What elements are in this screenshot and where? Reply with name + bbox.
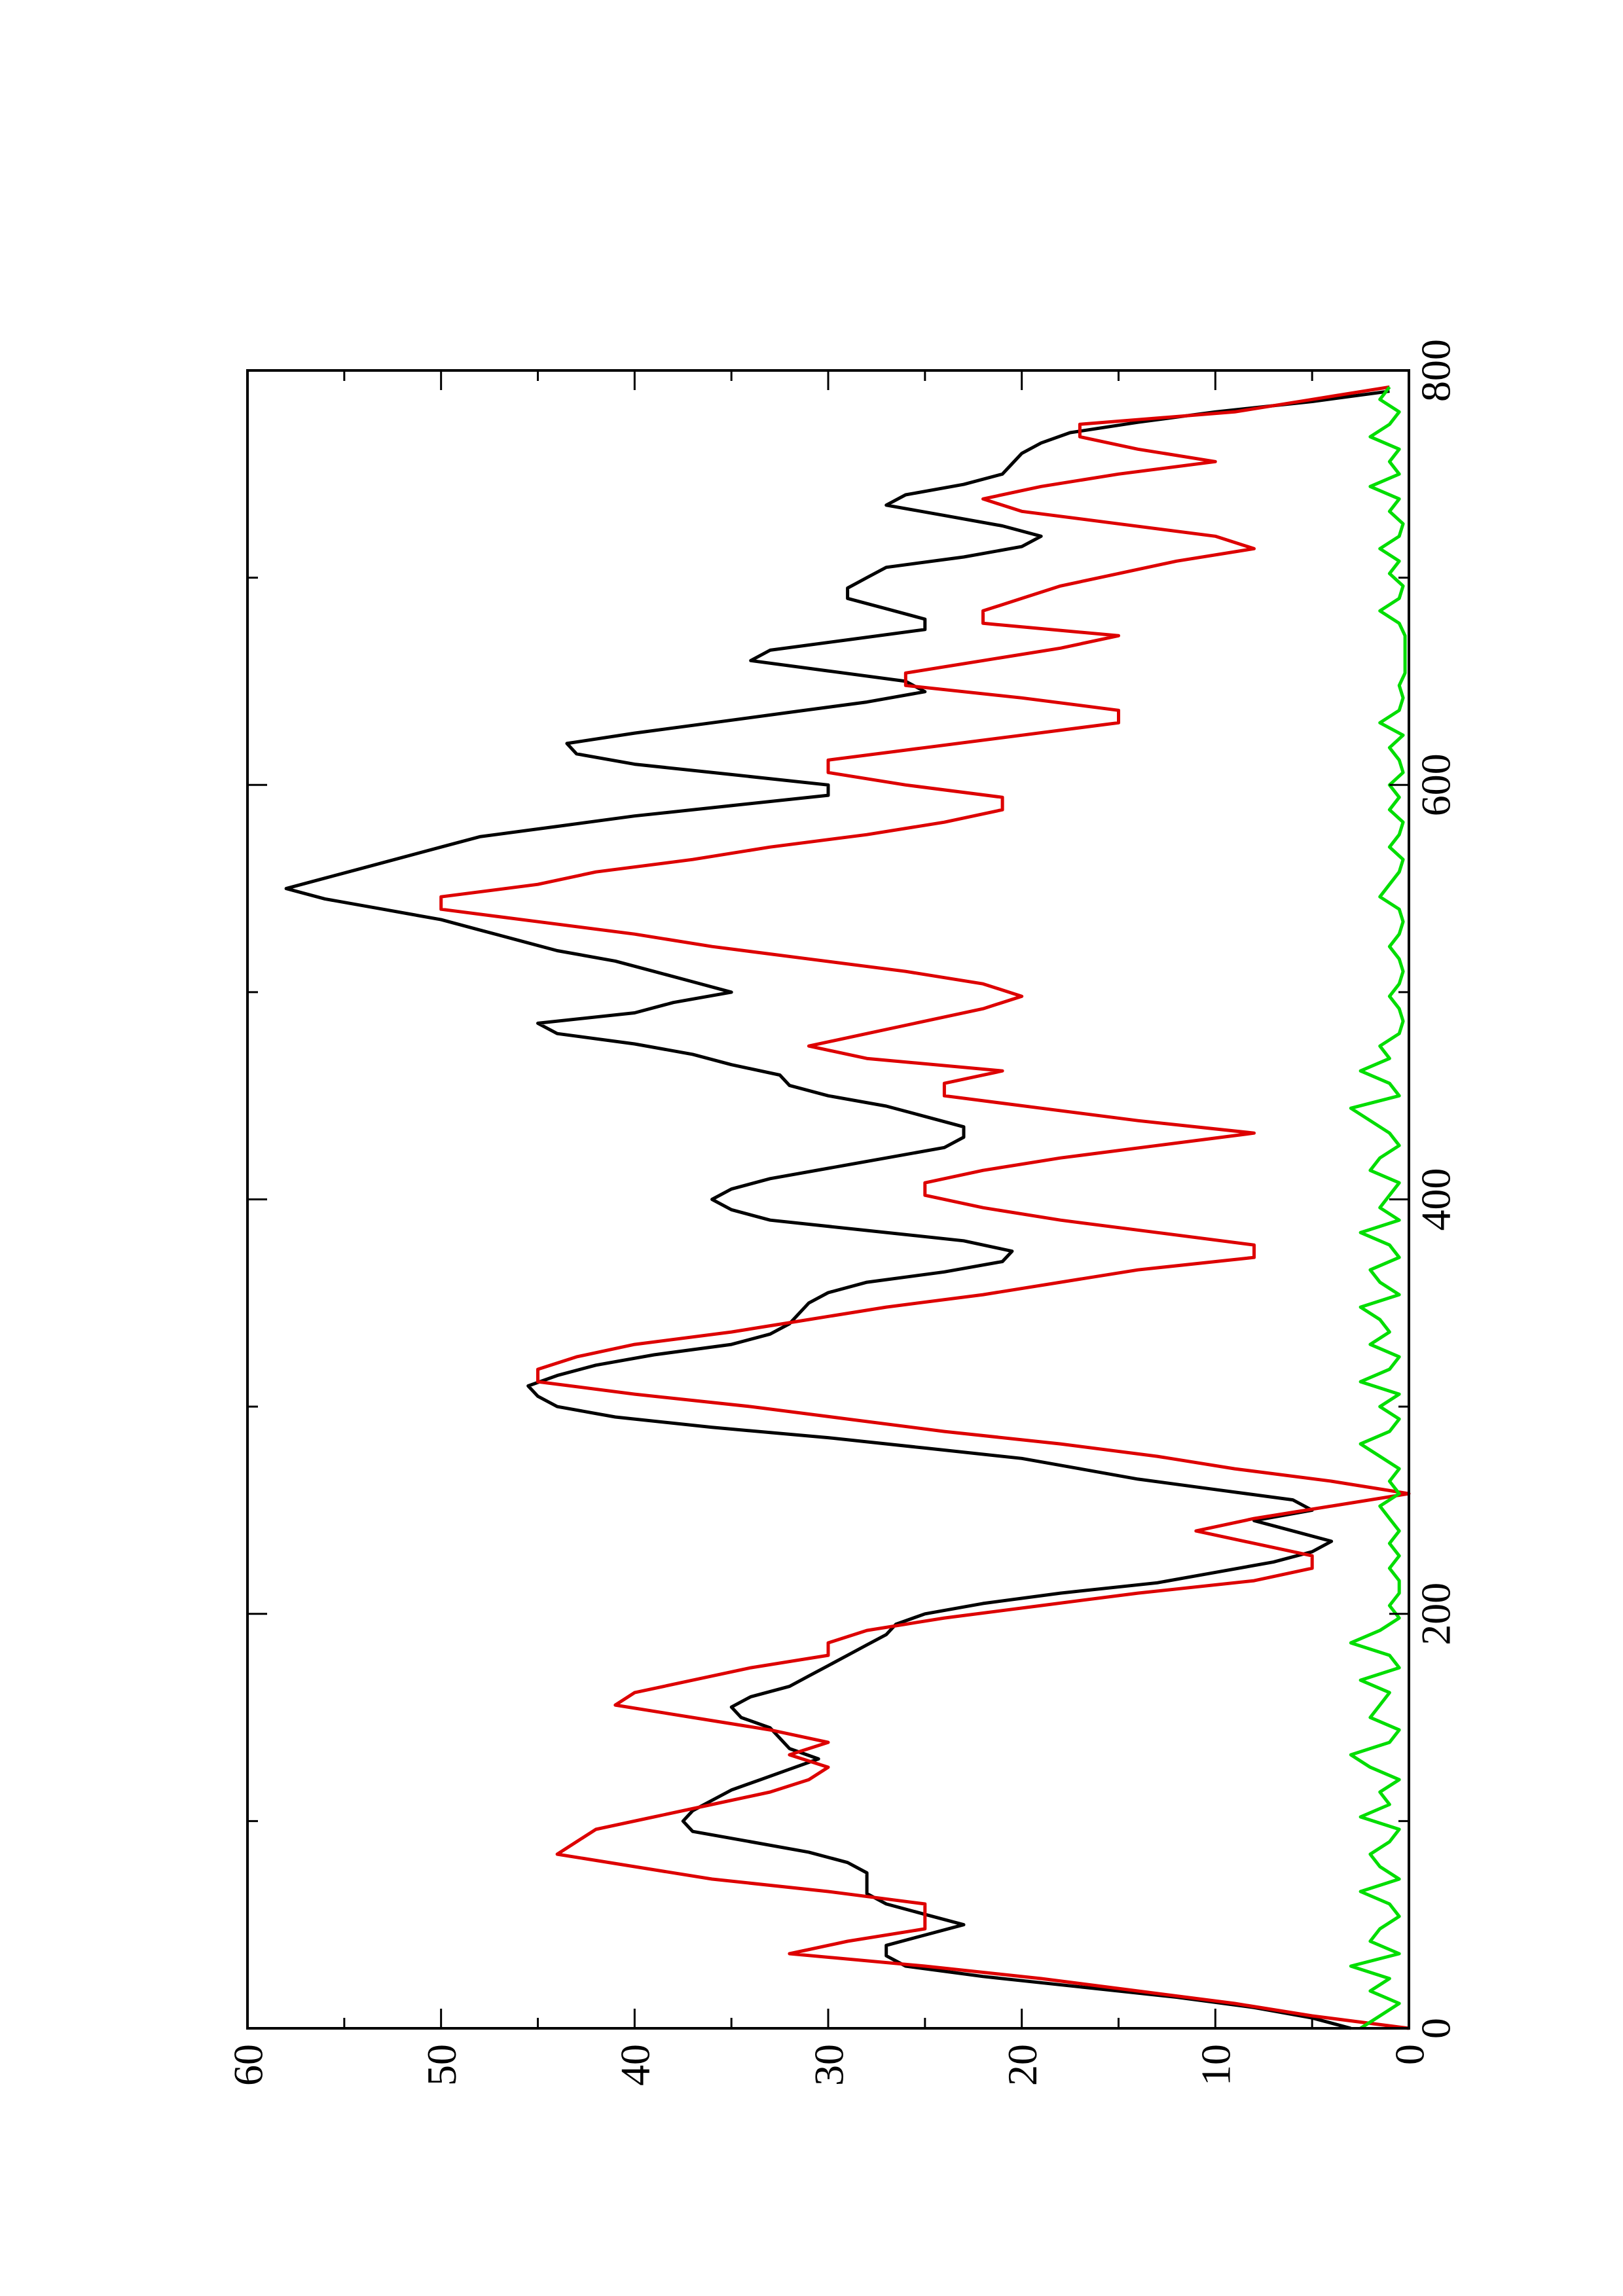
y-tick-label: 50: [418, 2044, 465, 2086]
plot-frame: [246, 369, 1410, 2030]
x-tick-label: 800: [1412, 339, 1459, 402]
y-tick-label: 40: [612, 2044, 659, 2086]
x-tick-labels: 0 200 400 600 800: [1412, 339, 1459, 2039]
series-line-2: [439, 385, 1411, 2030]
series-line-3: [1349, 386, 1407, 2030]
x-tick-label: 200: [1412, 1583, 1459, 1645]
y-tick-label: 0: [1386, 2044, 1432, 2065]
series-line-1: [284, 389, 1390, 2030]
y-tick-labels: 0 10 20 30 40 50 60: [225, 2044, 1432, 2086]
y-tick-label: 60: [225, 2044, 271, 2086]
series-layer: [284, 385, 1411, 2030]
y-tick-label: 30: [805, 2044, 852, 2086]
y-tick-label: 10: [1193, 2044, 1239, 2086]
x-tick-label: 0: [1412, 2018, 1459, 2039]
plot-area: [246, 369, 1411, 2030]
x-tick-label: 600: [1412, 753, 1459, 816]
x-tick-label: 400: [1412, 1168, 1459, 1231]
ticks-layer: [246, 369, 1410, 2030]
y-tick-label: 20: [999, 2044, 1046, 2086]
